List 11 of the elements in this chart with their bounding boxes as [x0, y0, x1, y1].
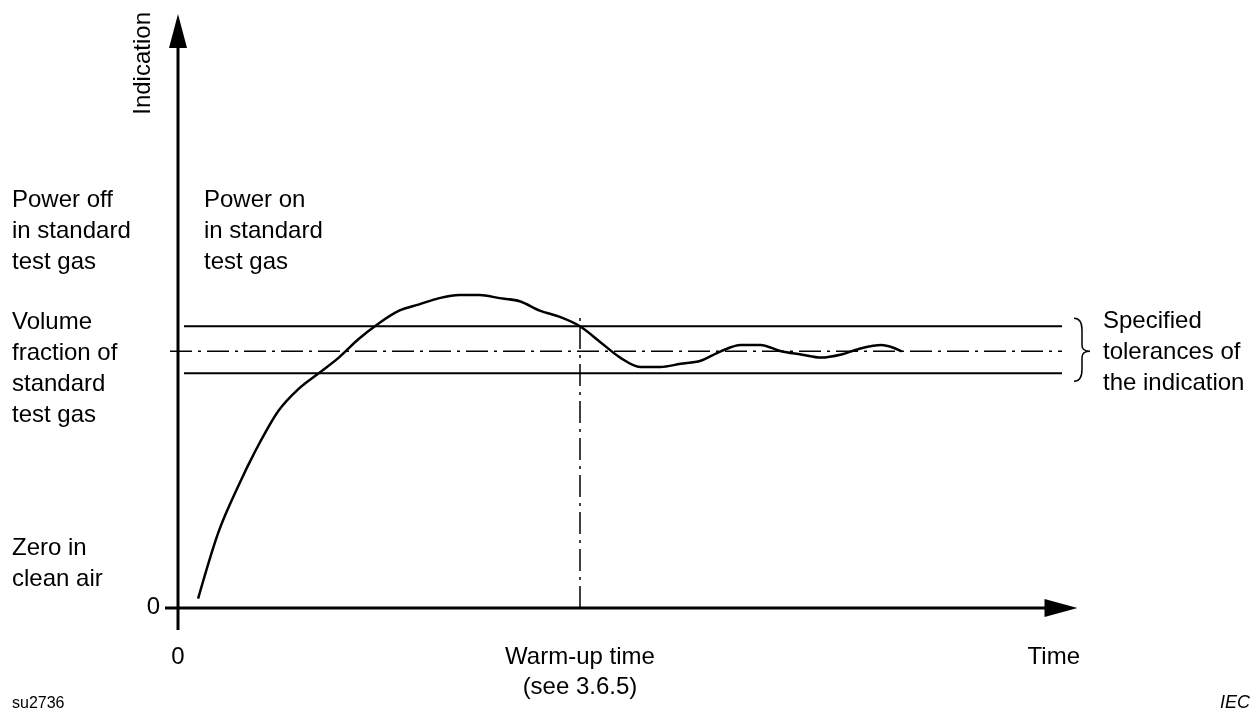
- text: su2736: [12, 694, 65, 711]
- text: Power off in standard test gas: [12, 185, 131, 274]
- ref-line-label: Volume fraction of standard test gas: [12, 307, 118, 428]
- text: Zero in clean air: [12, 533, 103, 591]
- text: 0: [146, 592, 160, 619]
- text: Indication: [128, 12, 155, 115]
- x-tick-label: Warm-up time (see 3.6.5): [505, 642, 655, 699]
- text: IEC: [1219, 692, 1251, 712]
- text: Specified tolerances of the indication: [1103, 306, 1245, 395]
- x-axis-title: Time: [1027, 642, 1080, 669]
- text: Power on in standard test gas: [204, 185, 323, 274]
